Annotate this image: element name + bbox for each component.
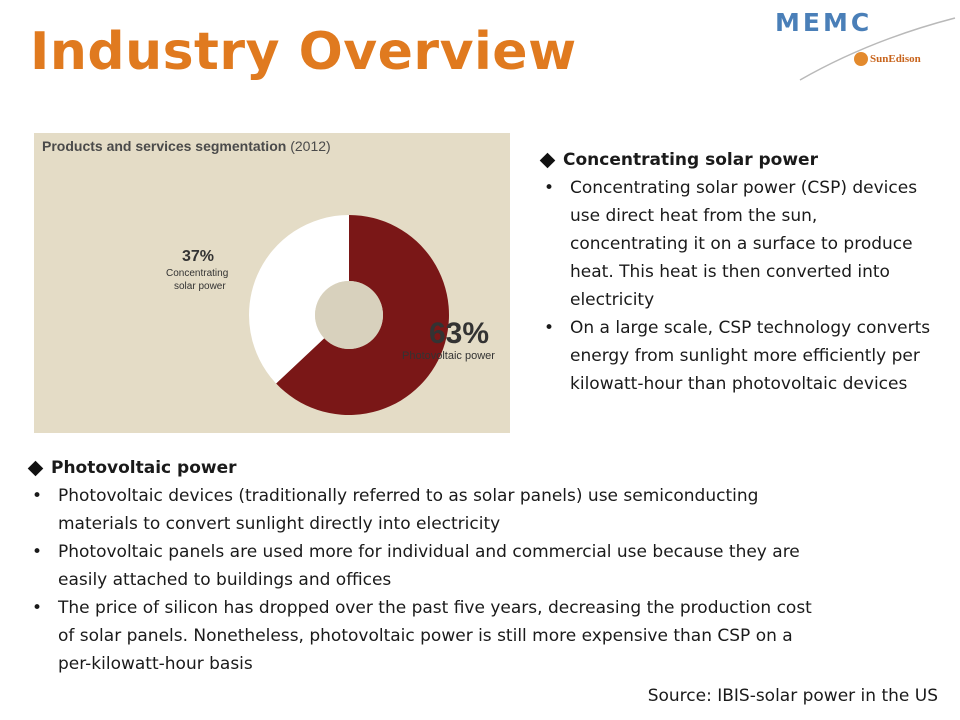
- list-item: On a large scale, CSP technology convert…: [540, 314, 940, 398]
- csp-section: Concentrating solar power Concentrating …: [539, 146, 940, 398]
- chart-panel: Products and services segmentation (2012…: [34, 133, 510, 433]
- list-item: Photovoltaic panels are used more for in…: [28, 538, 828, 594]
- sunedison-logo: SunEdison: [854, 52, 921, 66]
- data-label-photovoltaic-pct: 63%: [429, 317, 489, 350]
- donut-hole: [315, 281, 383, 349]
- slide-title: Industry Overview: [30, 22, 577, 82]
- logo-swoosh: [799, 17, 956, 81]
- data-label-csp-pct: 37%: [182, 248, 214, 265]
- pv-section: Photovoltaic power Photovoltaic devices …: [27, 454, 828, 678]
- data-label-csp-name-line2: solar power: [174, 281, 226, 292]
- csp-heading-text: Concentrating solar power: [563, 150, 818, 170]
- list-item: The price of silicon has dropped over th…: [28, 594, 828, 678]
- data-label-photovoltaic-name: Photovoltaic power: [402, 350, 495, 362]
- memc-logo: MEMC: [775, 8, 873, 37]
- pie-slice-concentrating-solar-power: [248, 215, 349, 384]
- list-item: Concentrating solar power (CSP) devices …: [540, 174, 940, 314]
- csp-heading: Concentrating solar power: [539, 146, 940, 174]
- pie-slice-photovoltaic-power: [276, 215, 449, 415]
- diamond-bullet-icon: [539, 152, 556, 168]
- chart-subtitle: (2012): [290, 138, 331, 154]
- list-item: Photovoltaic devices (traditionally refe…: [28, 482, 828, 538]
- data-label-csp-name-line1: Concentrating: [166, 268, 228, 279]
- source-note: Source: IBIS-solar power in the US: [647, 686, 938, 706]
- sunedison-text: SunEdison: [870, 53, 921, 65]
- pv-heading-text: Photovoltaic power: [51, 458, 237, 478]
- pv-bullet-list: Photovoltaic devices (traditionally refe…: [28, 482, 828, 678]
- csp-bullet-list: Concentrating solar power (CSP) devices …: [540, 174, 940, 398]
- sun-icon: [854, 52, 868, 66]
- chart-title: Products and services segmentation (2012…: [42, 138, 331, 154]
- diamond-bullet-icon: [27, 460, 44, 476]
- chart-title-text: Products and services segmentation: [42, 138, 287, 154]
- donut-chart: 63%Photovoltaic power 37% Concentrating sol…: [166, 215, 495, 415]
- logo-area: [790, 0, 960, 90]
- pv-heading: Photovoltaic power: [27, 454, 828, 482]
